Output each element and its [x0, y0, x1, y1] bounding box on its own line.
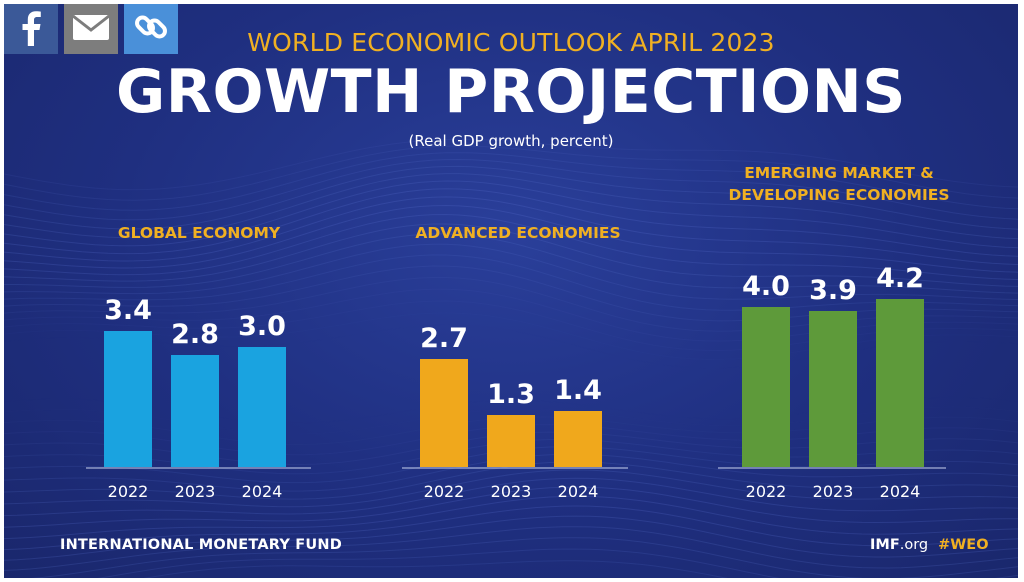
bar: [554, 411, 602, 467]
wave-line: [4, 526, 1018, 571]
x-tick-label: 2023: [175, 482, 216, 501]
x-tick-label: 2022: [424, 482, 465, 501]
units-caption: (Real GDP growth, percent): [408, 132, 614, 150]
group-title-advanced: ADVANCED ECONOMIES: [388, 222, 648, 244]
bar-charts: 3.4 2022 2.8 2023 3.0 2024 2.7 2022 1.3 2023 1.4 20…: [86, 263, 946, 501]
x-tick-label: 2022: [108, 482, 149, 501]
bar: [742, 307, 790, 467]
wave-line: [4, 213, 1018, 280]
page-title: GROWTH PROJECTIONS: [116, 57, 906, 127]
group-title-line: GLOBAL ECONOMY: [117, 224, 281, 242]
hashtag: #WEO: [938, 537, 989, 553]
wave-line: [4, 254, 1018, 311]
group-title-global: GLOBAL ECONOMY: [84, 222, 314, 244]
link-icon: [124, 4, 178, 54]
facebook-icon: [4, 4, 58, 54]
group-title-line: DEVELOPING ECONOMIES: [728, 186, 950, 204]
wave-line: [4, 158, 1018, 221]
wave-line: [4, 173, 1018, 240]
wave-line: [4, 152, 1018, 211]
email-share-button[interactable]: [64, 4, 118, 54]
group-title-line: ADVANCED ECONOMIES: [415, 224, 621, 242]
wave-line: [4, 495, 1018, 540]
group-title-line: EMERGING MARKET &: [744, 164, 934, 182]
data-label: 1.3: [487, 379, 535, 410]
x-tick-label: 2024: [558, 482, 599, 501]
wave-line: [4, 204, 1018, 273]
footer-site: IMF.org #WEO: [870, 537, 989, 553]
wave-line: [4, 223, 1018, 287]
bar: [809, 311, 857, 467]
wave-line: [4, 243, 1018, 300]
x-tick-label: 2024: [242, 482, 283, 501]
data-label: 2.8: [171, 319, 219, 350]
data-label: 3.9: [809, 275, 857, 306]
bar: [487, 415, 535, 467]
wave-line: [4, 505, 1018, 551]
facebook-share-button[interactable]: [4, 4, 58, 54]
wave-line: [4, 477, 1018, 517]
data-label: 3.4: [104, 295, 152, 326]
organization-name: INTERNATIONAL MONETARY FUND: [60, 537, 342, 553]
x-tick-label: 2023: [813, 482, 854, 501]
email-icon: [64, 4, 118, 54]
data-label: 3.0: [238, 311, 286, 342]
wave-line: [4, 233, 1018, 294]
x-tick-label: 2022: [746, 482, 787, 501]
site-domain: .org: [899, 537, 929, 553]
wave-line: [143, 560, 728, 578]
data-label: 2.7: [420, 323, 468, 354]
wave-line: [4, 196, 1018, 265]
chart-panel: WORLD ECONOMIC OUTLOOK APRIL 2023 GROWTH…: [4, 4, 1018, 578]
bar: [171, 355, 219, 467]
data-label: 1.4: [554, 375, 602, 406]
site-name-bold: IMF: [870, 537, 900, 553]
wave-line: [4, 145, 1018, 201]
wave-line: [4, 515, 1018, 561]
wave-line: [4, 180, 1018, 249]
x-tick-label: 2023: [491, 482, 532, 501]
wave-line: [97, 548, 1018, 578]
bar: [420, 359, 468, 467]
x-tick-label: 2024: [880, 482, 921, 501]
data-label: 4.0: [742, 271, 790, 302]
report-subtitle: WORLD ECONOMIC OUTLOOK APRIL 2023: [247, 28, 775, 57]
wave-line: [4, 486, 1018, 528]
wave-line: [31, 537, 1018, 578]
wave-line: [4, 188, 1018, 257]
copy-link-button[interactable]: [124, 4, 178, 54]
bar: [104, 331, 152, 467]
wave-line: [4, 138, 1018, 191]
data-label: 4.2: [876, 263, 924, 294]
group-title-emerging: EMERGING MARKET & DEVELOPING ECONOMIES: [704, 162, 974, 206]
wave-line: [4, 165, 1018, 230]
bar: [238, 347, 286, 467]
wave-line: [4, 469, 1018, 508]
bar: [876, 299, 924, 467]
